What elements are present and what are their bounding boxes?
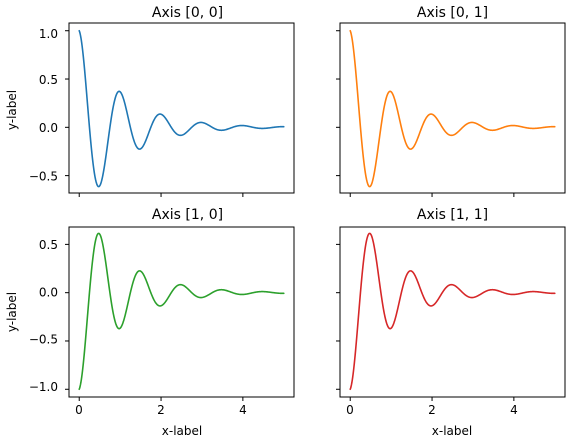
series-line	[78, 232, 285, 391]
axes-frame	[339, 22, 566, 194]
y-tick-label: 0.0	[39, 121, 58, 135]
x-tick-label: 2	[157, 403, 165, 417]
y-tick-label: 0.5	[39, 73, 58, 87]
y-tick-label: 0.0	[39, 286, 58, 300]
x-tick-label: 0	[346, 403, 354, 417]
subplot-title: Axis [0, 1]	[417, 5, 488, 21]
axes-frame	[339, 226, 566, 398]
series-line	[349, 232, 556, 391]
line-series	[78, 29, 285, 188]
y-tick-label: −0.5	[29, 170, 58, 184]
x-tick-label: 0	[75, 403, 83, 417]
line-series	[78, 232, 285, 391]
ticks	[65, 30, 244, 197]
y-tick-label: 1.0	[39, 27, 58, 41]
x-axis-label: x-label	[432, 424, 472, 438]
x-tick-label: 4	[239, 403, 247, 417]
subplot-1-0: Axis [1, 0] −1.0 −0.5 0.0 0.5 y-label 0 …	[5, 207, 295, 438]
axes-frame	[68, 22, 295, 194]
ticks	[336, 30, 515, 197]
x-tick-label: 4	[510, 403, 518, 417]
ticks	[65, 243, 244, 401]
ticks	[336, 243, 515, 401]
series-line	[349, 29, 556, 188]
line-series	[349, 232, 556, 391]
y-tick-labels: −1.0 −0.5 0.0 0.5	[29, 238, 58, 394]
y-tick-label: −0.5	[29, 333, 58, 347]
y-tick-labels: −0.5 0.0 0.5 1.0	[29, 27, 58, 184]
subplot-title: Axis [1, 1]	[417, 207, 488, 223]
x-tick-labels: 0 2 4	[75, 403, 247, 417]
subplot-0-0: Axis [0, 0] −0.5 0.0 0.5 1.0 y-label	[5, 5, 295, 197]
y-tick-label: 0.5	[39, 238, 58, 252]
x-axis-label: x-label	[162, 424, 202, 438]
y-axis-label: y-label	[5, 292, 19, 332]
y-axis-label: y-label	[5, 90, 19, 130]
line-series	[349, 29, 556, 188]
series-line	[78, 29, 285, 188]
x-tick-label: 2	[428, 403, 436, 417]
subplot-0-1: Axis [0, 1]	[336, 5, 566, 197]
x-tick-labels: 0 2 4	[346, 403, 518, 417]
subplot-1-1: Axis [1, 1] 0 2 4 x-label	[336, 207, 566, 438]
subplot-title: Axis [1, 0]	[152, 207, 223, 223]
axes-frame	[68, 226, 295, 398]
y-tick-label: −1.0	[29, 380, 58, 394]
subplot-title: Axis [0, 0]	[152, 5, 223, 21]
